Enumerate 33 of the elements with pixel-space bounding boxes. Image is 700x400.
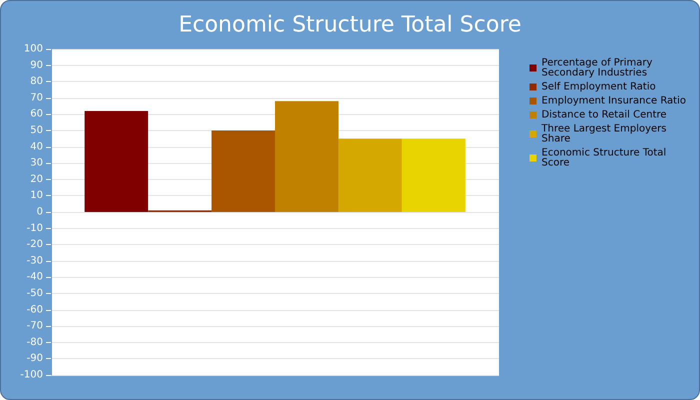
- y-tick-label: 10: [30, 190, 43, 202]
- chart-title: Economic Structure Total Score: [178, 12, 522, 38]
- y-tick-label: -80: [26, 336, 43, 348]
- y-tick-label: -70: [26, 320, 43, 332]
- y-tick-label: -20: [26, 239, 43, 250]
- y-tick-label: -10: [26, 222, 43, 234]
- bar: [212, 130, 275, 212]
- y-tick-label: -100: [20, 370, 43, 380]
- bar: [338, 138, 402, 212]
- legend-label: Self Employment Ratio: [542, 82, 656, 92]
- y-tick-label: -40: [26, 272, 43, 283]
- y-tick-label: -30: [26, 255, 43, 266]
- y-tick-label: 20: [30, 174, 43, 185]
- y-tick-label: -60: [26, 304, 43, 316]
- y-tick-label: 60: [30, 108, 43, 120]
- legend-label: Distance to Retail Centre: [542, 110, 667, 120]
- bar: [275, 101, 338, 212]
- y-tick-label: 50: [30, 125, 43, 136]
- bar: [402, 138, 466, 212]
- y-tick-label: 0: [36, 206, 43, 218]
- y-tick-label: 30: [30, 158, 43, 169]
- legend-label: Percentage of Primary Secondary Industries: [542, 58, 656, 78]
- legend-label: Economic Structure Total Score: [542, 148, 670, 168]
- y-tick-label: 100: [24, 44, 43, 54]
- y-tick-label: 40: [30, 141, 43, 152]
- y-tick-label: 90: [30, 60, 43, 71]
- y-tick-label: -50: [26, 288, 43, 299]
- y-tick-label: -90: [26, 353, 43, 364]
- legend-label: Employment Insurance Ratio: [542, 96, 686, 106]
- bar: [84, 110, 148, 212]
- y-tick-label: 70: [30, 92, 43, 104]
- legend-label: Three Largest Employers Share: [540, 124, 670, 144]
- y-tick-label: 80: [30, 76, 43, 88]
